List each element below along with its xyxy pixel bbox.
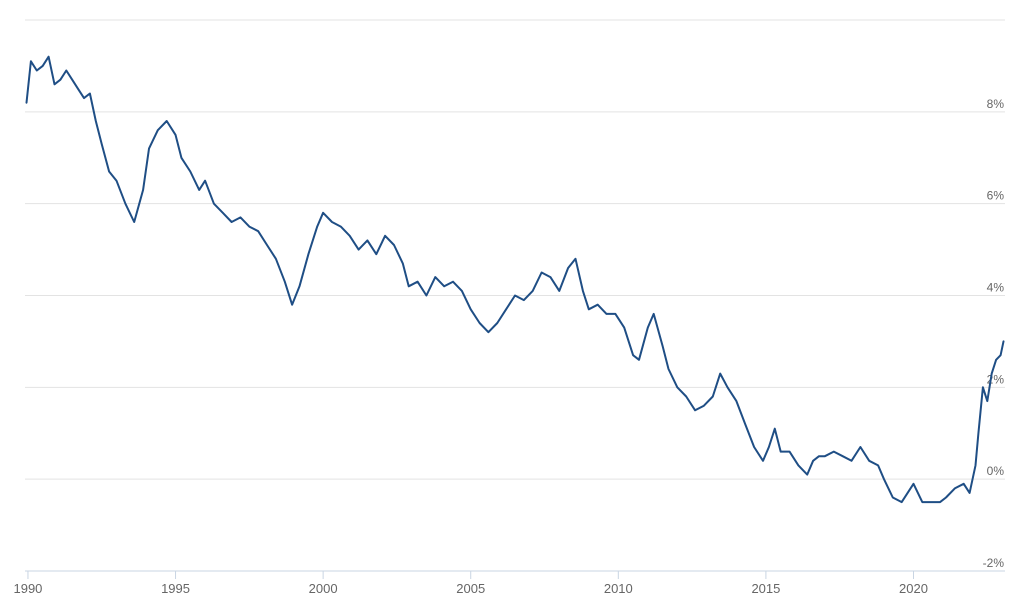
x-tick-label: 1995: [161, 581, 190, 596]
x-tick-label: 2015: [751, 581, 780, 596]
y-tick-label: 8%: [987, 97, 1005, 111]
y-tick-label: 4%: [987, 281, 1005, 295]
x-tick-label: 1990: [13, 581, 42, 596]
y-tick-label: -2%: [983, 556, 1005, 570]
series-line: [25, 55, 1005, 504]
x-tick-label: 2005: [456, 581, 485, 596]
x-tick-label: 2000: [309, 581, 338, 596]
grid-lines: [25, 19, 1005, 480]
x-axis-ticks: 1990 1995 2000 2005 2010 2015 2020: [13, 571, 928, 596]
y-tick-label: 0%: [987, 464, 1005, 478]
y-tick-label: 6%: [987, 189, 1005, 203]
series-group: [25, 55, 1005, 504]
x-tick-label: 2010: [604, 581, 633, 596]
y-axis-ticks: -2%0%2%4%6%8%: [983, 97, 1005, 570]
x-tick-label: 2020: [899, 581, 928, 596]
